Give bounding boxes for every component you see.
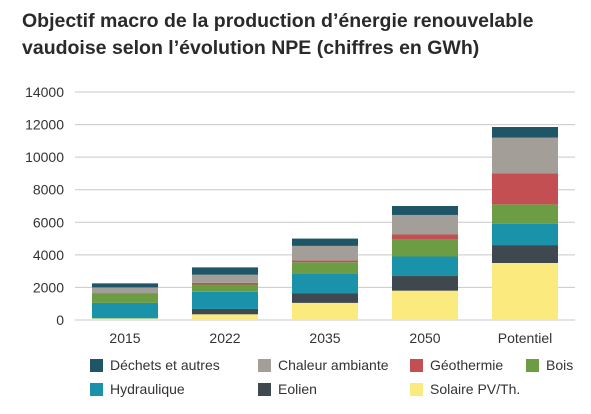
legend-label: Hydraulique <box>110 381 185 397</box>
legend-item: Chaleur ambiante <box>258 357 410 373</box>
legend-item: Eolien <box>258 381 410 397</box>
y-tick-label: 0 <box>56 312 64 328</box>
bar-segment <box>492 137 558 174</box>
bar-segment <box>492 245 558 263</box>
bar-segment <box>392 214 458 235</box>
legend-item: Hydraulique <box>90 381 258 397</box>
bar-segment <box>192 291 258 309</box>
bar-segment <box>192 314 258 320</box>
bar-segment <box>392 276 458 291</box>
bar-segment <box>92 287 158 294</box>
chart-title-line-1: Objectif macro de la production d’énergi… <box>22 10 534 32</box>
bar-segment <box>392 234 458 240</box>
legend-swatch <box>90 358 103 372</box>
legend-swatch <box>90 382 103 396</box>
y-tick-label: 6000 <box>33 214 64 230</box>
x-axis-ticks: 2015 2022 2035 2050 Potentiel <box>109 330 552 346</box>
bar-segment <box>392 206 458 215</box>
y-axis-ticks: 0 2000 4000 6000 8000 10000 12000 14000 <box>25 84 64 328</box>
bar-segment <box>492 263 558 320</box>
chart-title: Objectif macro de la production d’énergi… <box>22 8 582 62</box>
legend-label: Géothermie <box>430 357 504 373</box>
bar-segment <box>392 256 458 277</box>
bar-segment <box>92 293 158 303</box>
bar-segment <box>292 302 358 320</box>
bar-segment <box>292 293 358 303</box>
bar-segment <box>92 283 158 288</box>
bar-segment <box>192 267 258 275</box>
legend-swatch <box>410 382 423 396</box>
bar-segment <box>192 284 258 292</box>
bar-segment <box>492 204 558 224</box>
legend-label: Eolien <box>278 381 317 397</box>
y-tick-label: 10000 <box>25 149 64 165</box>
bar-segment <box>92 318 158 320</box>
bar-segment <box>392 239 458 257</box>
bars <box>92 127 558 320</box>
legend-item: Géothermie <box>410 357 526 373</box>
x-tick-label: 2050 <box>409 330 440 346</box>
x-tick-label: Potentiel <box>498 330 552 346</box>
y-tick-label: 12000 <box>25 117 64 133</box>
bar-segment <box>292 262 358 274</box>
bar-segment <box>292 260 358 263</box>
bar-segment <box>492 223 558 246</box>
legend-item: Déchets et autres <box>90 357 258 373</box>
legend-item: Solaire PV/Th. <box>410 381 526 397</box>
legend-swatch <box>410 358 423 372</box>
bar-segment <box>392 290 458 320</box>
legend: Déchets et autres Chaleur ambiante Géother… <box>90 357 585 397</box>
bar-segment <box>292 238 358 246</box>
x-tick-label: 2022 <box>209 330 240 346</box>
x-tick-label: 2015 <box>109 330 140 346</box>
gridlines <box>75 91 575 321</box>
bar-segment <box>492 173 558 205</box>
bar-segment <box>92 293 158 294</box>
y-tick-label: 2000 <box>33 279 64 295</box>
chart-title-line-2: vaudoise selon l’évolution NPE (chiffres… <box>22 37 480 59</box>
bar-segment <box>192 282 258 285</box>
legend-swatch <box>258 358 271 372</box>
y-tick-label: 14000 <box>25 84 64 100</box>
legend-label: Solaire PV/Th. <box>430 381 521 397</box>
legend-label: Chaleur ambiante <box>278 357 389 373</box>
y-tick-label: 4000 <box>33 247 64 263</box>
legend-swatch <box>526 358 539 372</box>
legend-label: Bois <box>546 357 574 373</box>
x-tick-label: 2035 <box>309 330 340 346</box>
bar-segment <box>292 245 358 261</box>
legend-label: Déchets et autres <box>110 357 220 373</box>
bar-segment <box>292 273 358 294</box>
bar-segment <box>192 274 258 283</box>
y-tick-label: 8000 <box>33 182 64 198</box>
bar-segment <box>92 302 158 319</box>
legend-swatch <box>258 382 271 396</box>
legend-item: Bois <box>526 357 586 373</box>
bar-segment <box>492 127 558 138</box>
bar-segment <box>192 308 258 315</box>
